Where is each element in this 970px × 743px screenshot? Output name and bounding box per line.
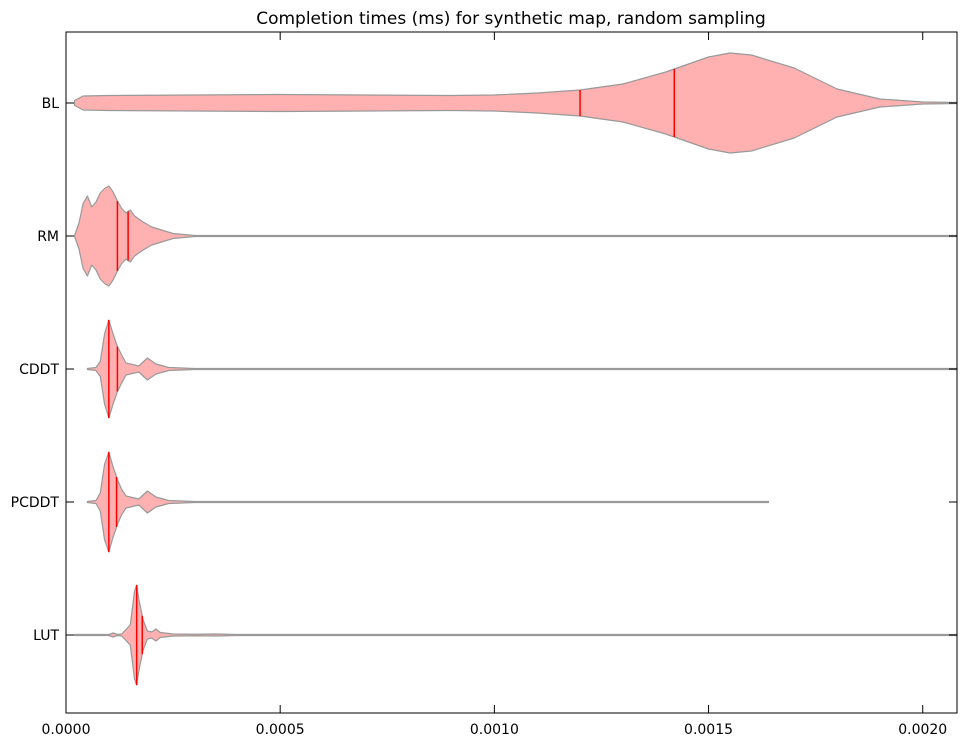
x-tick-label: 0.0000 [42,722,91,738]
plot-frame [65,31,958,714]
violin-bl [73,52,958,154]
violins-layer [73,52,958,686]
y-tick-label: PCDDT [11,495,60,511]
violin-pcddt [86,451,770,553]
markers-layer [108,69,676,685]
y-tick-label: BL [42,96,60,112]
x-tick-label: 0.0010 [470,722,519,738]
y-axis: BL RM CDDT PCDDT LUT [11,96,957,644]
x-tick-label: 0.0005 [256,722,305,738]
x-tick-label: 0.0015 [684,722,733,738]
chart-title: Completion times (ms) for synthetic map,… [256,9,766,29]
y-tick-label: LUT [33,628,59,644]
violin-cddt [86,319,958,419]
y-tick-label: RM [37,229,59,245]
x-axis: 0.0000 0.0005 0.0010 0.0015 0.0020 [42,32,947,738]
x-tick-label: 0.0020 [898,722,947,738]
y-tick-label: CDDT [19,362,59,378]
violin-lut [73,584,958,686]
violin-rm [73,185,958,287]
